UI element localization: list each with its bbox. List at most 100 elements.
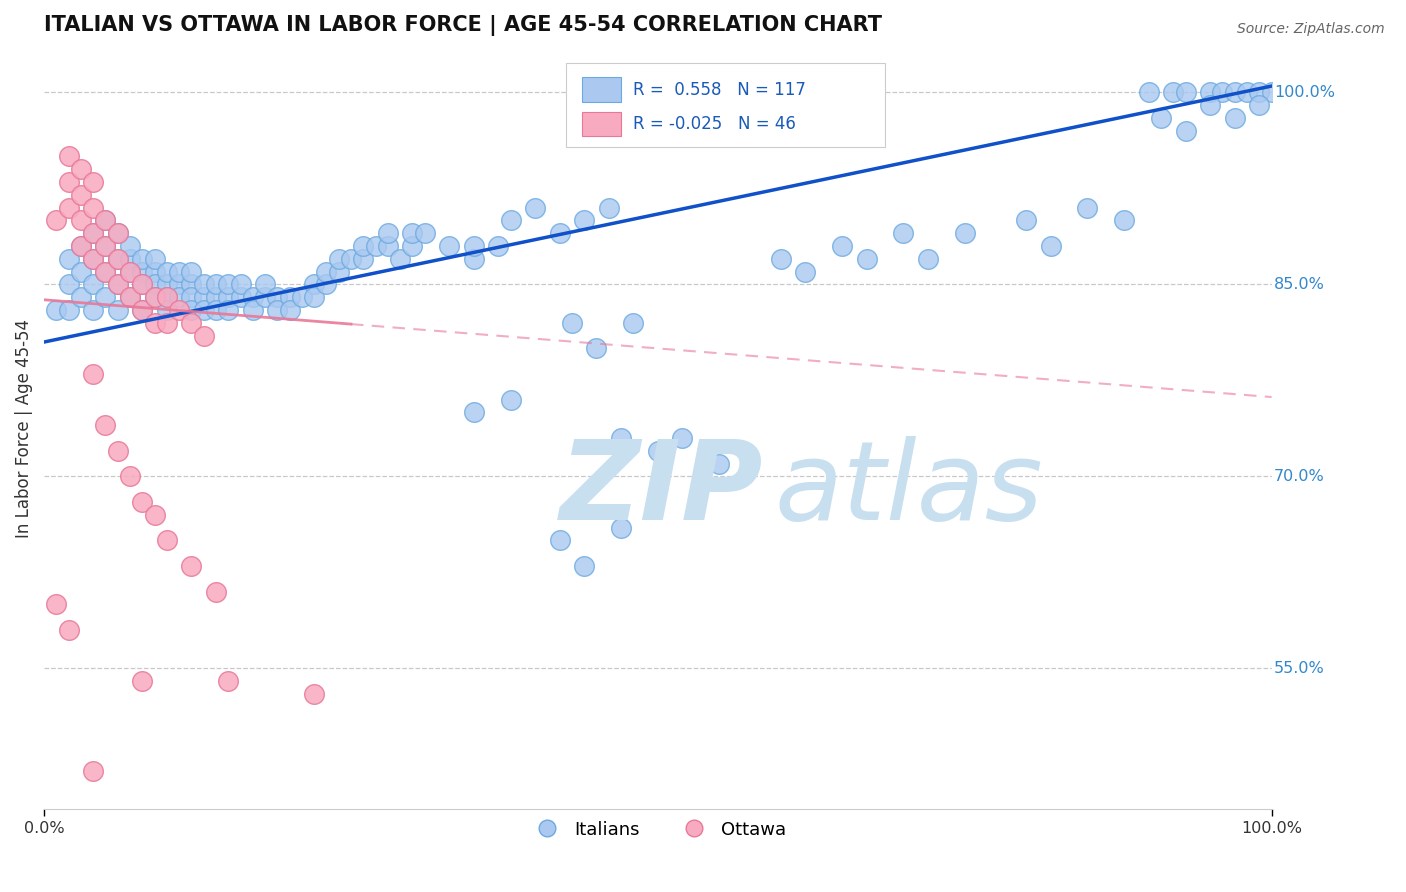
Point — [1114, 213, 1136, 227]
Point — [486, 239, 509, 253]
Point — [561, 316, 583, 330]
Point — [352, 252, 374, 266]
Point — [107, 252, 129, 266]
Point — [94, 265, 117, 279]
Point — [193, 290, 215, 304]
Point — [58, 303, 80, 318]
Point — [131, 303, 153, 318]
Point — [953, 226, 976, 240]
Point — [107, 226, 129, 240]
Point — [891, 226, 914, 240]
Point — [180, 290, 202, 304]
Point — [1076, 201, 1098, 215]
Point — [548, 533, 571, 548]
Point — [156, 316, 179, 330]
Point — [437, 239, 460, 253]
Legend: Italians, Ottawa: Italians, Ottawa — [522, 814, 793, 846]
Point — [180, 277, 202, 292]
Point — [156, 303, 179, 318]
Point — [118, 265, 141, 279]
Text: 85.0%: 85.0% — [1274, 277, 1324, 292]
Point — [70, 290, 93, 304]
Point — [82, 226, 104, 240]
Point — [524, 201, 547, 215]
Point — [340, 252, 363, 266]
Point — [167, 303, 190, 318]
Text: ITALIAN VS OTTAWA IN LABOR FORCE | AGE 45-54 CORRELATION CHART: ITALIAN VS OTTAWA IN LABOR FORCE | AGE 4… — [44, 15, 882, 36]
Point — [45, 303, 67, 318]
Point — [107, 443, 129, 458]
Point — [254, 290, 277, 304]
Point — [156, 290, 179, 304]
Point — [118, 239, 141, 253]
Point — [94, 213, 117, 227]
Point — [302, 277, 325, 292]
Point — [1150, 111, 1173, 125]
Point — [143, 290, 166, 304]
Point — [82, 277, 104, 292]
Point — [315, 265, 337, 279]
Point — [328, 252, 350, 266]
Point — [401, 239, 423, 253]
Point — [94, 265, 117, 279]
Point — [118, 290, 141, 304]
Point — [70, 187, 93, 202]
Point — [82, 226, 104, 240]
Point — [131, 277, 153, 292]
Point — [266, 303, 288, 318]
Point — [709, 457, 731, 471]
Point — [131, 303, 153, 318]
Point — [242, 303, 264, 318]
Point — [1249, 98, 1271, 112]
Point — [143, 277, 166, 292]
Point — [647, 443, 669, 458]
Text: 70.0%: 70.0% — [1274, 469, 1324, 483]
Point — [598, 201, 620, 215]
Point — [574, 559, 596, 574]
Point — [1223, 86, 1246, 100]
Point — [463, 252, 485, 266]
Point — [107, 277, 129, 292]
Point — [217, 303, 239, 318]
Point — [671, 431, 693, 445]
Point — [855, 252, 877, 266]
Point — [1137, 86, 1160, 100]
Point — [217, 290, 239, 304]
Point — [156, 290, 179, 304]
Point — [1249, 86, 1271, 100]
Point — [82, 175, 104, 189]
Point — [180, 303, 202, 318]
Point — [70, 265, 93, 279]
Point — [205, 290, 228, 304]
Point — [82, 252, 104, 266]
Point — [167, 265, 190, 279]
Point — [193, 277, 215, 292]
Text: atlas: atlas — [775, 436, 1043, 543]
Point — [107, 303, 129, 318]
Point — [1211, 86, 1233, 100]
Point — [156, 533, 179, 548]
Point — [1039, 239, 1062, 253]
Point — [242, 290, 264, 304]
Point — [1163, 86, 1185, 100]
Point — [82, 201, 104, 215]
Point — [254, 277, 277, 292]
Point — [107, 277, 129, 292]
Point — [1174, 86, 1197, 100]
Point — [118, 265, 141, 279]
Text: R =  0.558   N = 117: R = 0.558 N = 117 — [633, 80, 806, 98]
Point — [328, 265, 350, 279]
Point — [180, 316, 202, 330]
Point — [302, 290, 325, 304]
Point — [585, 342, 607, 356]
Point — [217, 674, 239, 689]
Point — [167, 290, 190, 304]
Point — [94, 239, 117, 253]
Point — [94, 213, 117, 227]
Point — [45, 598, 67, 612]
Point — [229, 290, 252, 304]
Text: 100.0%: 100.0% — [1274, 85, 1336, 100]
Text: R = -0.025   N = 46: R = -0.025 N = 46 — [633, 115, 796, 133]
Point — [180, 559, 202, 574]
Point — [1015, 213, 1038, 227]
